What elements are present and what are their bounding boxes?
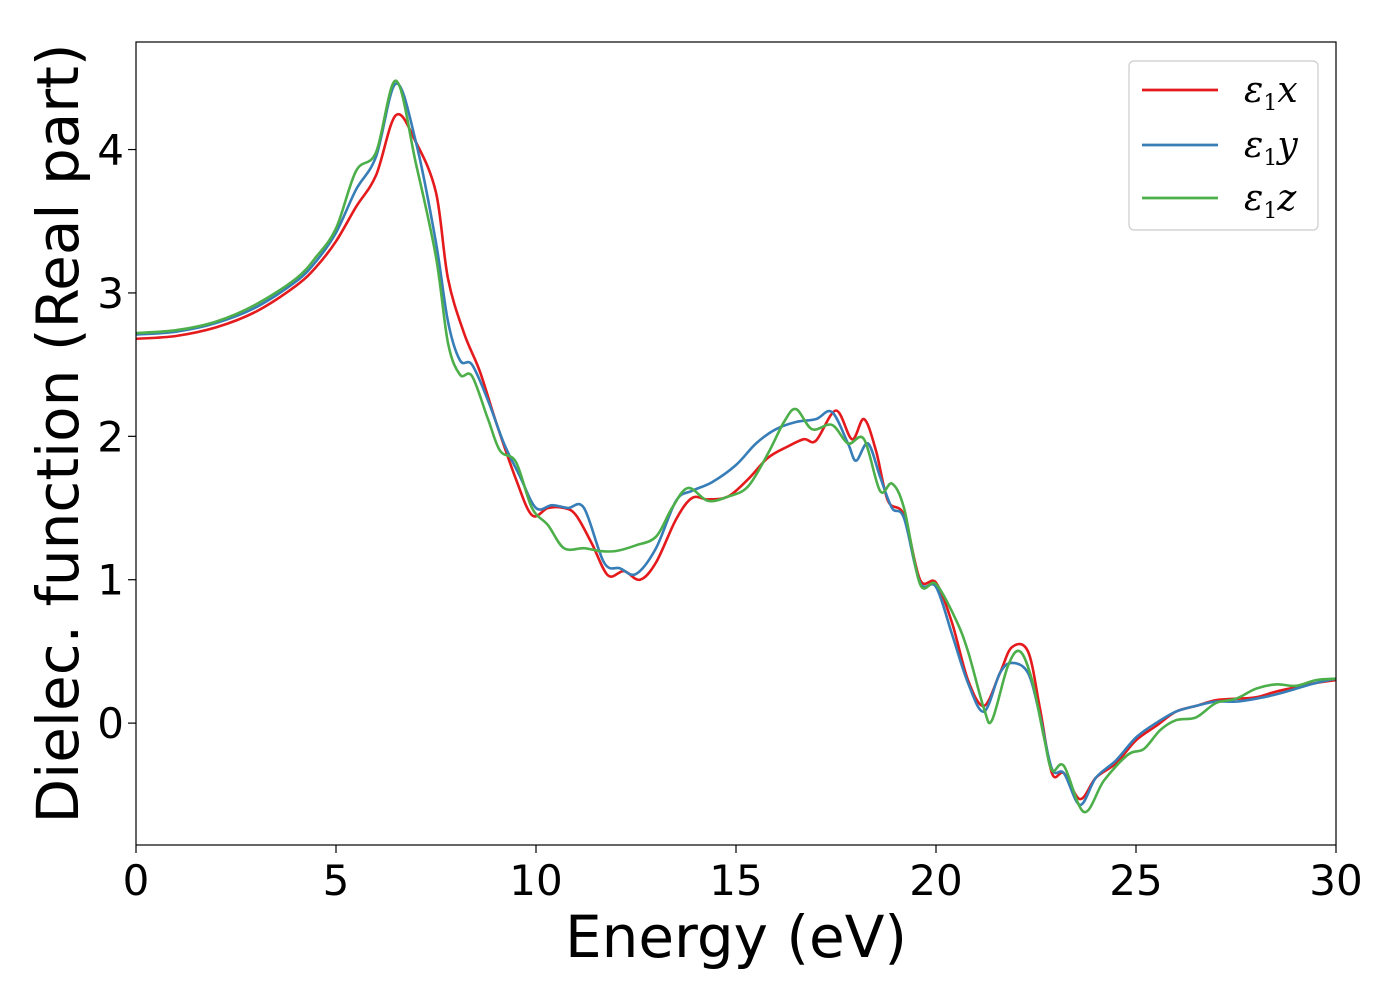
x-tick-label: 20 <box>909 856 962 905</box>
legend-label: ε1x <box>1244 70 1298 116</box>
x-axis-ticks: 0 5 10 15 20 25 30 <box>123 845 1363 905</box>
x-tick-label: 30 <box>1309 856 1362 905</box>
y-tick-label: 1 <box>97 556 124 605</box>
series-line-eps1y <box>135 82 1337 807</box>
y-tick-label: 0 <box>97 699 124 748</box>
y-tick-label: 3 <box>97 269 124 318</box>
y-tick-label: 4 <box>97 126 124 175</box>
x-tick-label: 5 <box>323 856 350 905</box>
y-axis-label: Dielec. function (Real part) <box>24 43 92 823</box>
series-line-eps1x <box>135 112 1337 801</box>
x-tick-label: 10 <box>509 856 562 905</box>
plot-lines <box>135 79 1337 814</box>
x-axis-label: Energy (eV) <box>565 903 907 971</box>
legend-box <box>1128 60 1319 231</box>
x-tick-label: 15 <box>709 856 762 905</box>
x-tick-label: 25 <box>1109 856 1162 905</box>
legend-label: ε1y <box>1244 125 1298 171</box>
x-tick-label: 0 <box>123 856 150 905</box>
series-line-eps1z <box>135 79 1337 814</box>
legend: ε1x ε1y ε1z <box>1128 60 1319 231</box>
y-tick-label: 2 <box>97 412 124 461</box>
y-axis-ticks: 0 1 2 3 4 <box>97 126 136 748</box>
legend-label: ε1z <box>1244 178 1297 224</box>
